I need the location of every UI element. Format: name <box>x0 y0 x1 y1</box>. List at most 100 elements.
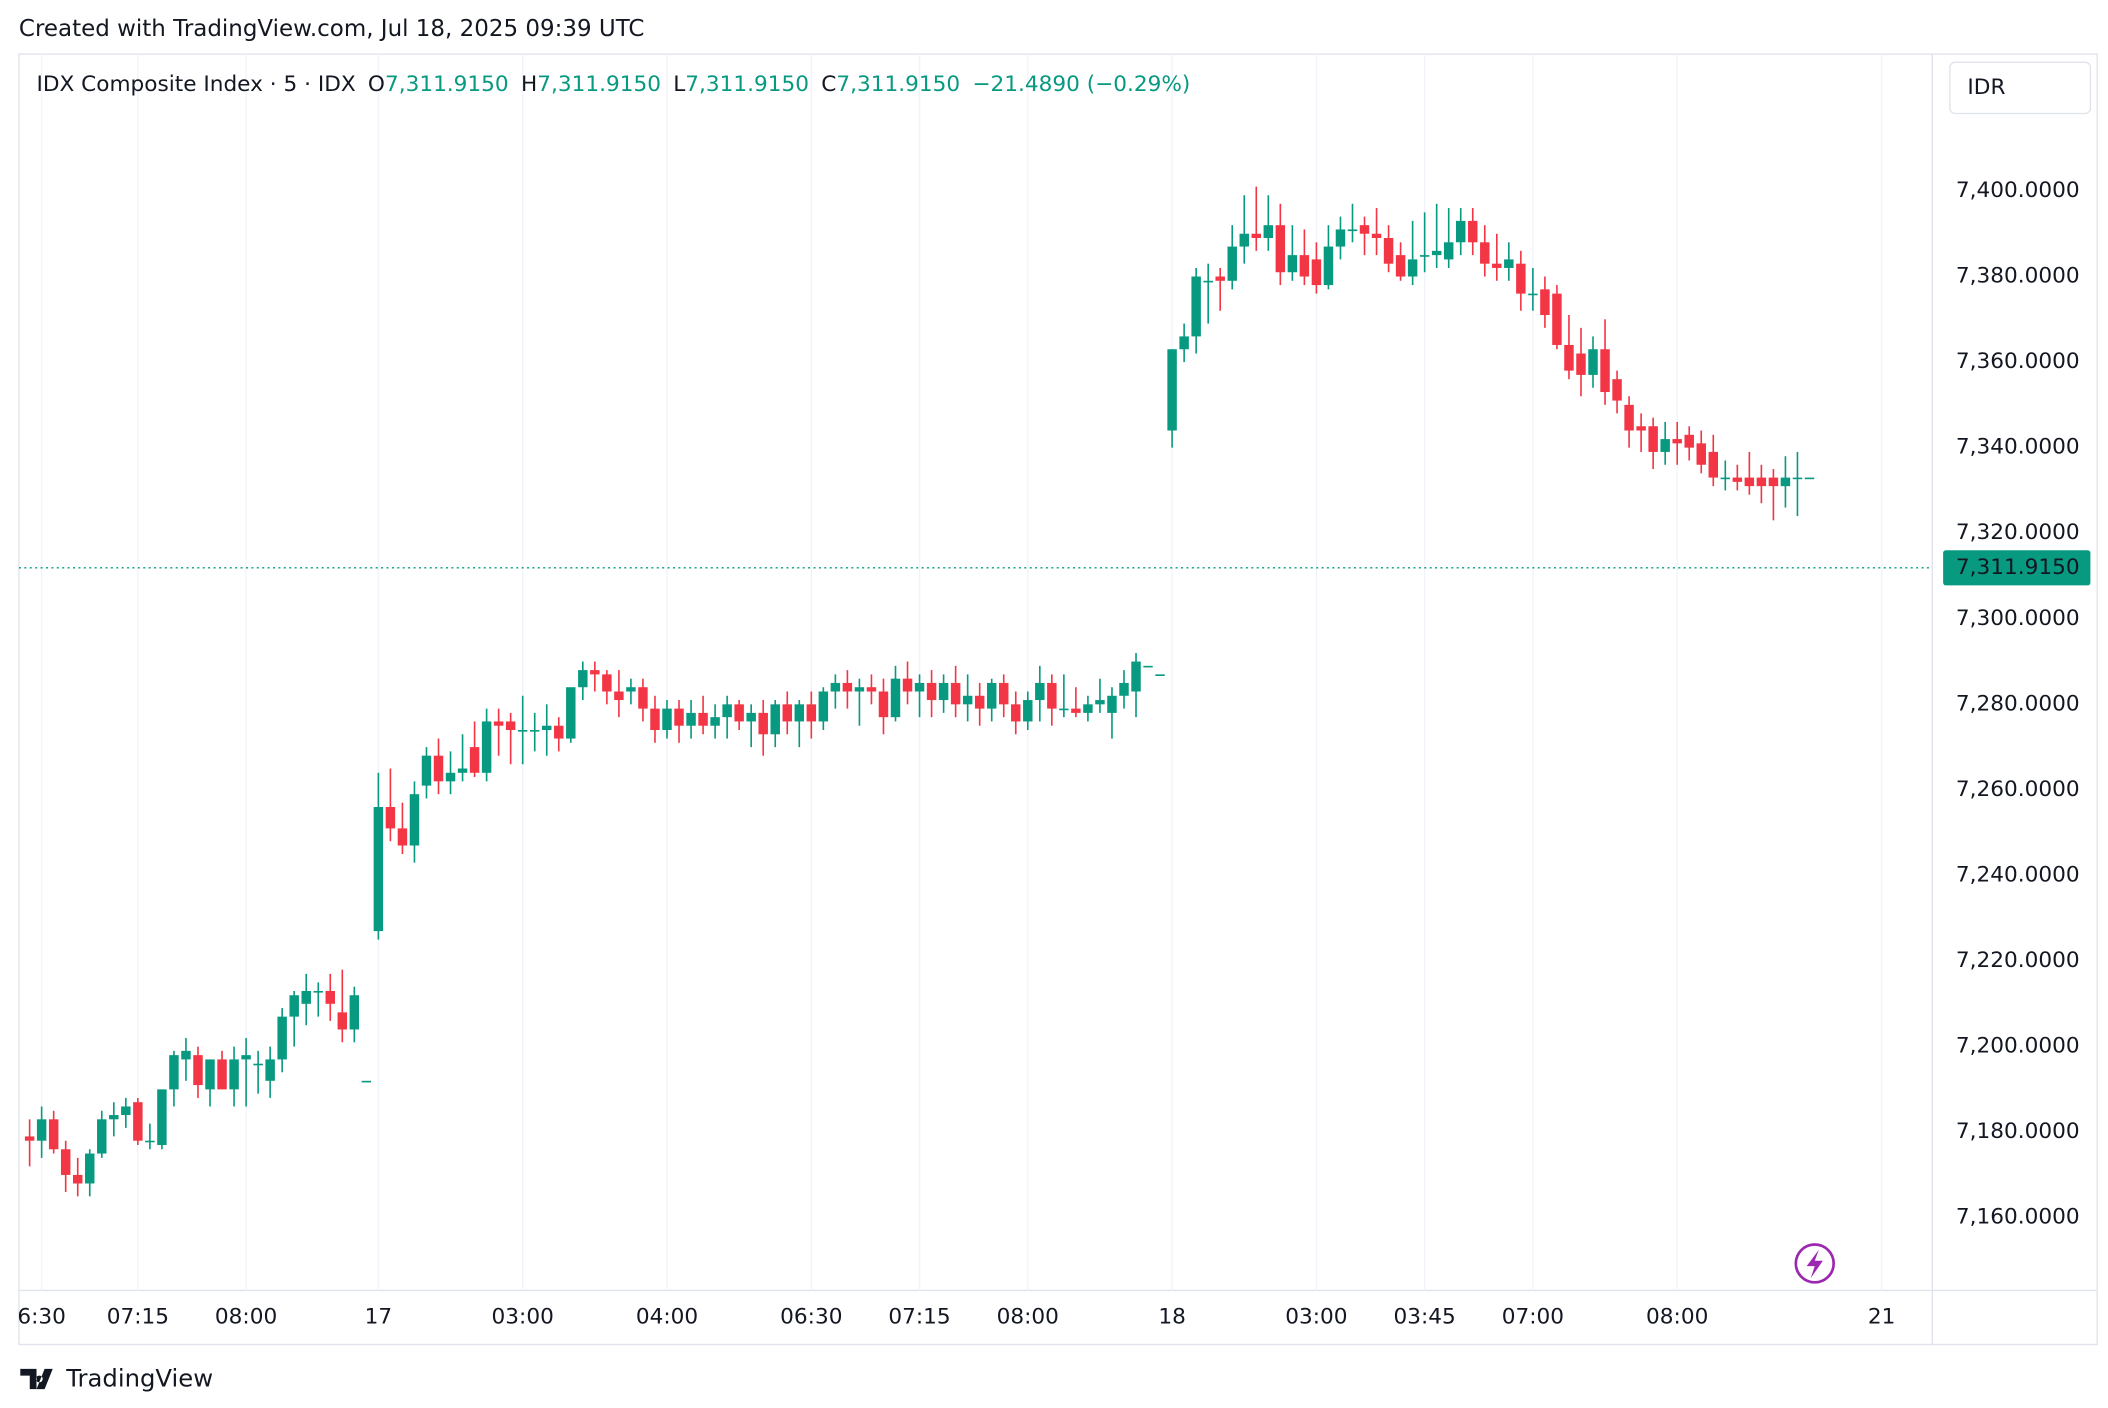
y-tick-label: 7,220.0000 <box>1956 948 2080 973</box>
y-tick-label: 7,240.0000 <box>1956 862 2080 887</box>
candle-body <box>890 678 901 718</box>
candle-body <box>1191 276 1201 337</box>
y-tick-label: 7,180.0000 <box>1956 1119 2080 1144</box>
candle-body <box>517 730 528 732</box>
candle-body <box>794 704 805 722</box>
candle-body <box>421 755 432 786</box>
candle-body <box>1299 255 1310 277</box>
candle-body <box>97 1119 107 1154</box>
candle-body <box>542 725 552 731</box>
candle-body <box>1035 682 1045 701</box>
x-tick-label: 07:15 <box>107 1304 169 1329</box>
candle-body <box>686 712 696 726</box>
candle-body <box>241 1055 251 1060</box>
y-tick-label: 7,160.0000 <box>1956 1205 2080 1230</box>
candle-body <box>1624 404 1634 431</box>
candle-body <box>818 691 829 722</box>
candle-body <box>938 682 949 701</box>
y-tick-label: 7,400.0000 <box>1956 178 2080 203</box>
candle-body <box>48 1119 59 1150</box>
candle-body <box>878 691 889 718</box>
x-tick-label: 07:00 <box>1502 1304 1564 1329</box>
candle-body <box>1071 708 1081 713</box>
candle-body <box>1780 477 1791 487</box>
time-axis: 6:30 07:15 08:00 17 03:00 04:00 06:30 07:15 08:0… <box>17 1304 1895 1329</box>
y-tick-label: 7,260.0000 <box>1956 777 2080 802</box>
x-tick-label: 6:30 <box>17 1304 66 1329</box>
candle-body <box>1095 700 1105 705</box>
candle-body <box>1576 353 1586 375</box>
candle-body <box>133 1102 143 1141</box>
candle-body <box>782 704 792 722</box>
candle-body <box>1684 434 1694 448</box>
logo-text: TradingView <box>65 1364 213 1393</box>
candle-body <box>1107 695 1117 713</box>
candle-body <box>650 708 660 731</box>
candle-body <box>1227 246 1237 281</box>
candle-body <box>770 704 780 735</box>
candle-body <box>433 755 444 782</box>
x-tick-label: 06:30 <box>780 1304 842 1329</box>
candle-body <box>1455 220 1466 243</box>
candle-body <box>1588 349 1598 375</box>
candle-body <box>1744 477 1755 487</box>
currency-button[interactable] <box>1949 61 2092 115</box>
candle-body <box>481 721 492 773</box>
candle-body <box>1359 225 1370 234</box>
y-tick-label: 7,320.0000 <box>1956 520 2080 545</box>
candle-body <box>626 687 636 692</box>
candle-body <box>349 995 360 1030</box>
candle-body <box>1023 700 1033 722</box>
symbol: IDX Composite Index · 5 · IDX <box>37 72 356 97</box>
x-tick-label: 03:00 <box>492 1304 554 1329</box>
candle-body <box>1311 259 1322 286</box>
candle-body <box>902 678 913 692</box>
candle-body <box>842 682 853 692</box>
y-tick-label: 7,280.0000 <box>1956 691 2080 716</box>
candle-body <box>926 682 937 701</box>
candle-body <box>205 1059 215 1090</box>
candle-body <box>193 1055 203 1086</box>
lightning-icon[interactable] <box>1794 1243 1836 1284</box>
candle-body <box>1696 443 1706 465</box>
candle-body <box>1431 250 1442 256</box>
candle-body <box>1648 426 1658 452</box>
candle-body <box>1468 220 1478 243</box>
last-price-label: 7,311.9150 <box>1956 555 2080 580</box>
candle-body <box>36 1119 47 1141</box>
candle-body <box>1203 280 1213 283</box>
high-label: H <box>521 72 537 97</box>
candle-body <box>1287 255 1298 273</box>
candle-body <box>493 721 504 726</box>
candle-body <box>1131 661 1141 692</box>
candle-body <box>121 1106 131 1116</box>
candle-body <box>1564 344 1574 371</box>
candle-body <box>469 747 480 773</box>
candle-body <box>1492 263 1502 268</box>
candle-body <box>698 712 708 726</box>
candle-body <box>1371 233 1382 239</box>
candle-body <box>445 772 456 782</box>
credit: Created with TradingView.com, Jul 18, 20… <box>19 16 644 42</box>
legend: IDX Composite Index · 5 · IDX O7,311.915… <box>37 72 1191 97</box>
candle-body <box>986 682 997 709</box>
candle-body <box>265 1059 275 1081</box>
y-tick-label: 7,200.0000 <box>1956 1034 2080 1059</box>
candle-body <box>385 807 396 829</box>
close-value: 7,311.9150 <box>836 72 960 97</box>
candle-body <box>1720 477 1731 480</box>
candle-body <box>1323 246 1334 286</box>
candle-body <box>1143 665 1153 668</box>
frame <box>18 53 2098 1346</box>
candle-body <box>1612 379 1622 401</box>
open-value: 7,311.9150 <box>385 72 509 97</box>
candle-body <box>710 717 720 726</box>
candle-body <box>914 682 925 692</box>
candle-body <box>1756 477 1767 487</box>
candle-body <box>1708 451 1719 478</box>
candle-body <box>24 1136 35 1141</box>
high-value: 7,311.9150 <box>537 72 661 97</box>
candle-body <box>578 670 588 688</box>
candle-body <box>289 995 299 1017</box>
candle-body <box>109 1115 119 1120</box>
